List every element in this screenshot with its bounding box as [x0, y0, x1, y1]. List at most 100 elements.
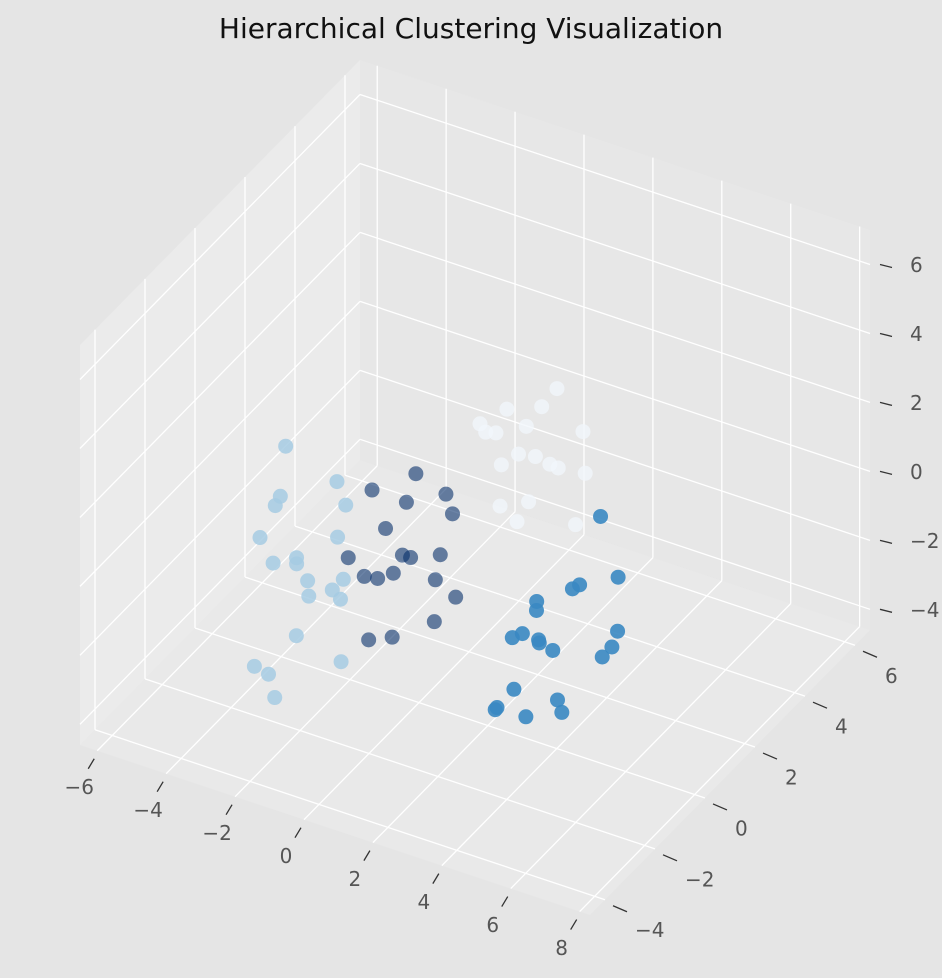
- left-pane: [80, 60, 360, 745]
- point: [445, 506, 460, 522]
- grid-line: [294, 525, 806, 697]
- point: [288, 628, 304, 644]
- chart-title: Hierarchical Clustering Visualization: [219, 12, 723, 45]
- point: [370, 570, 386, 586]
- point: [509, 514, 525, 530]
- point: [534, 399, 550, 415]
- grid-line: [372, 557, 654, 844]
- point: [554, 704, 570, 720]
- y-tick-label: −4: [635, 918, 664, 942]
- tick-mark: [570, 919, 578, 930]
- grid-line: [344, 474, 856, 646]
- point: [385, 565, 401, 581]
- grid-line: [79, 231, 361, 518]
- point: [518, 418, 534, 434]
- point: [332, 591, 348, 607]
- point: [300, 573, 316, 589]
- grid-line: [359, 231, 871, 404]
- grid-line: [234, 511, 516, 798]
- x-tick-label: 2: [349, 867, 362, 891]
- point: [426, 614, 442, 630]
- point: [518, 709, 534, 725]
- point: [272, 488, 288, 504]
- point: [333, 654, 349, 670]
- y-tick-label: −2: [685, 867, 714, 891]
- grid-line: [441, 580, 723, 867]
- point: [575, 424, 591, 440]
- point: [506, 681, 522, 697]
- tick-mark: [879, 539, 893, 544]
- point: [330, 529, 346, 545]
- point: [261, 666, 277, 682]
- point: [572, 577, 588, 593]
- point: [246, 658, 262, 674]
- point: [499, 401, 515, 417]
- point: [378, 521, 394, 537]
- y-tick-label: 0: [735, 816, 748, 840]
- grid-line: [165, 488, 447, 775]
- tick-mark: [363, 850, 371, 861]
- point: [568, 517, 584, 533]
- grid-line: [194, 627, 706, 799]
- grid-line: [359, 93, 871, 266]
- y-tick-label: 4: [835, 715, 848, 739]
- point: [278, 438, 294, 454]
- point: [432, 547, 448, 563]
- point: [577, 465, 593, 481]
- y-tick-label: 2: [785, 766, 798, 790]
- tick-mark: [225, 804, 233, 816]
- x-tick-label: 8: [555, 936, 568, 960]
- point: [265, 555, 281, 571]
- grid-line: [144, 678, 656, 850]
- point: [549, 381, 565, 397]
- point: [403, 550, 419, 566]
- grid-line: [244, 576, 756, 748]
- grid-line: [359, 438, 871, 610]
- x-tick-label: 4: [417, 890, 430, 914]
- point: [448, 589, 464, 605]
- x-tick-label: 0: [280, 844, 293, 868]
- point: [521, 494, 537, 510]
- grid-line: [96, 465, 378, 752]
- grid-line: [359, 162, 871, 335]
- point: [427, 572, 443, 588]
- grid-line: [303, 534, 585, 821]
- point: [488, 425, 504, 441]
- grid-line: [579, 626, 861, 913]
- tick-mark: [294, 827, 302, 838]
- point: [340, 550, 356, 566]
- point: [593, 508, 609, 524]
- point: [408, 466, 424, 482]
- point: [542, 456, 558, 472]
- tick-mark: [879, 470, 893, 476]
- z-tick-label: 4: [910, 322, 923, 346]
- tick-mark: [432, 873, 440, 884]
- point: [289, 550, 305, 566]
- back-pane: [360, 60, 870, 630]
- point: [594, 649, 610, 665]
- point: [472, 416, 488, 432]
- x-tick-label: 6: [486, 913, 499, 937]
- point: [550, 692, 565, 708]
- grid-line: [359, 369, 871, 541]
- z-tick-label: 2: [910, 391, 923, 415]
- tick-mark: [862, 650, 878, 658]
- tick-mark: [879, 332, 893, 338]
- point: [338, 497, 354, 513]
- point: [610, 623, 626, 639]
- tick-mark: [812, 701, 828, 709]
- grid-line: [79, 94, 361, 380]
- tick-mark: [662, 854, 678, 862]
- z-tick-label: −4: [910, 598, 939, 622]
- z-tick-label: 6: [910, 253, 923, 277]
- point: [527, 449, 543, 465]
- point: [384, 629, 400, 645]
- tick-mark: [712, 803, 728, 811]
- grid-line: [79, 300, 361, 587]
- point: [361, 632, 377, 648]
- tick-mark: [156, 781, 164, 793]
- grid-line: [79, 438, 361, 725]
- x-tick-label: −6: [64, 775, 93, 799]
- point: [514, 626, 530, 642]
